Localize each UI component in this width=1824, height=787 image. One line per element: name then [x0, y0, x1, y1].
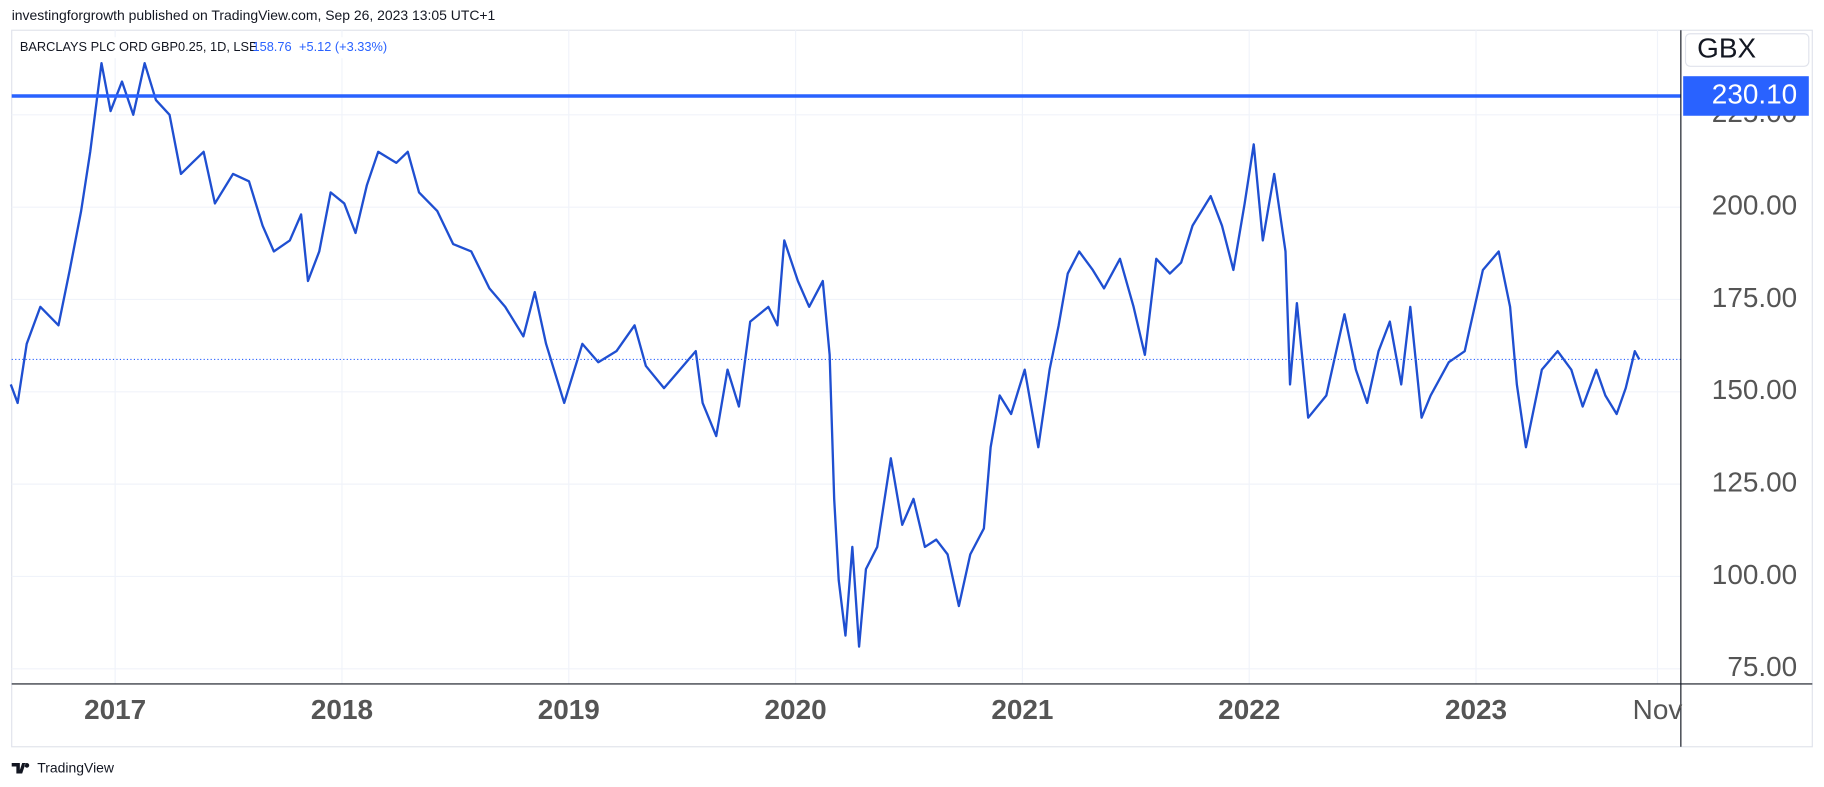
x-tick-label: 2021 — [991, 694, 1053, 725]
footer-brand: TradingView — [37, 760, 115, 776]
y-tick-label: 75.00 — [1727, 651, 1797, 682]
currency: GBX — [1697, 32, 1756, 63]
x-tick-label: 2018 — [311, 694, 373, 725]
y-tick-label: 175.00 — [1712, 282, 1797, 313]
x-tick-label: 2023 — [1445, 694, 1507, 725]
price-line — [9, 61, 1641, 648]
last-price: 158.76 — [252, 39, 291, 54]
publish-note: investingforgrowth published on TradingV… — [12, 7, 496, 23]
y-tick-label: 150.00 — [1712, 374, 1797, 405]
x-tick-label: 2017 — [84, 694, 146, 725]
y-tick-label: 100.00 — [1712, 559, 1797, 590]
horizontal-line-label: 230.10 — [1712, 78, 1797, 109]
currency-box — [1684, 33, 1810, 67]
y-tick-label: 125.00 — [1712, 467, 1797, 498]
y-tick-label: 200.00 — [1712, 190, 1797, 221]
symbol-title: BARCLAYS PLC ORD GBP0.25, 1D, LSE — [20, 39, 258, 54]
x-tick-label: 2022 — [1218, 694, 1280, 725]
price-change: +5.12 (+3.33%) — [299, 39, 387, 54]
tradingview-logo: TradingView — [11, 760, 115, 776]
x-tick-label: 2020 — [765, 694, 827, 725]
plot — [9, 61, 1681, 648]
legend-bg — [16, 37, 401, 59]
x-tick-label: Nov — [1633, 694, 1683, 725]
x-tick-label: 2019 — [538, 694, 600, 725]
horizontal-line-label-bg — [1683, 76, 1809, 116]
logo-icon — [11, 763, 30, 774]
grid — [11, 30, 1681, 684]
